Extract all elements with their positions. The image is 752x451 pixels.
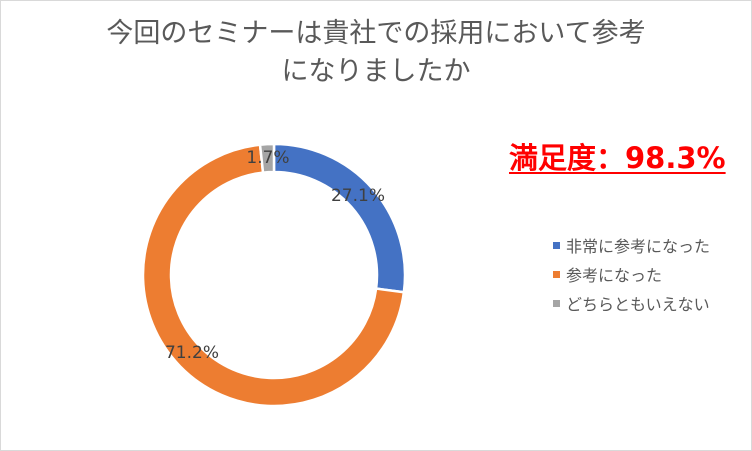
data-label-2: 71.2% [165, 343, 219, 363]
chart-title-line-1: 今回のセミナーは貴社での採用において参考 [106, 18, 646, 49]
chart-title-line-2: になりましたか [281, 56, 471, 87]
legend-item-1: 非常に参考になった [553, 231, 710, 259]
data-label-1: 27.1% [331, 186, 385, 206]
legend-item-3: どちらともいえない [553, 289, 710, 317]
donut-slice-3 [258, 142, 276, 174]
legend-label-2: 参考になった [566, 266, 663, 285]
legend-swatch-1 [553, 241, 560, 249]
chart-title: 今回のセミナーは貴社での採用において参考 になりましたか [1, 15, 751, 91]
legend-swatch-3 [553, 299, 560, 307]
legend-label-3: どちらともいえない [566, 295, 710, 314]
data-label-3: 1.7% [246, 148, 289, 168]
legend-swatch-2 [553, 270, 560, 278]
donut-slice-1 [272, 142, 407, 294]
satisfaction-annotation: 満足度：98.3% [509, 141, 726, 175]
legend: 非常に参考になった 参考になったどちらともいえない [553, 231, 710, 318]
donut-slice-2 [141, 143, 406, 408]
legend-item-2: 参考になった [553, 260, 710, 288]
legend-label-1: 非常に参考になった [566, 237, 711, 256]
